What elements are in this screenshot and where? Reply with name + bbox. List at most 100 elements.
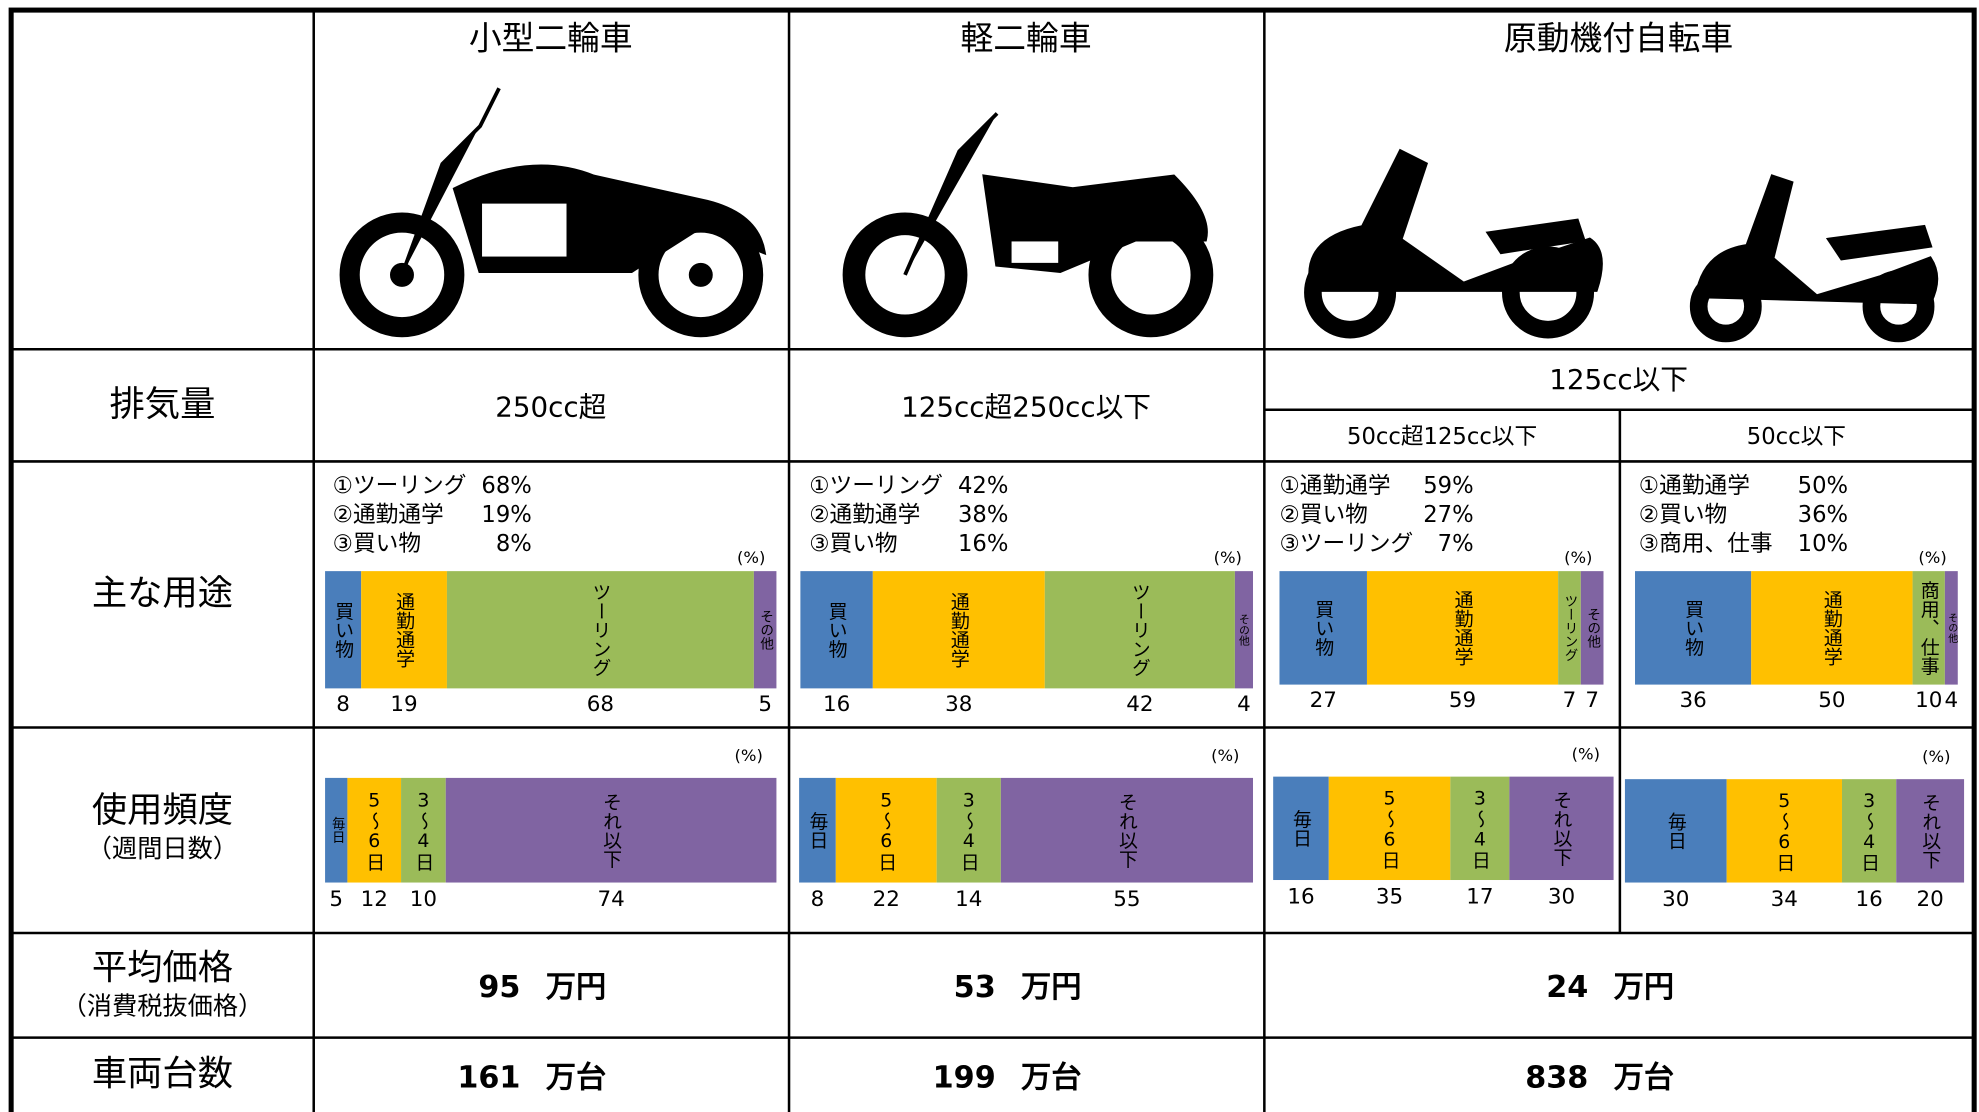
top-use-share: 42%: [958, 473, 1008, 499]
segment-label: 3～4日: [958, 789, 980, 871]
value-label: 10: [410, 887, 437, 912]
top-use-name: ①通勤通学: [1639, 473, 1750, 499]
segment-label: 買い物: [826, 601, 848, 658]
row-label: 平均価格: [92, 948, 233, 989]
scooter-illustration: [1689, 174, 1939, 343]
segment-label: 通勤通学: [1452, 590, 1474, 666]
unit-label: (%): [1918, 548, 1946, 567]
bar-segment: [1896, 779, 1965, 883]
unit-label: (%): [1211, 746, 1239, 765]
bar-segment: [1450, 776, 1510, 881]
value-label: 8: [336, 692, 350, 717]
price-unit: 万円: [1614, 970, 1675, 1005]
motorcycle-illustration: [339, 87, 767, 338]
bar-segment: [1726, 779, 1842, 883]
displacement-subvalue: 50cc以下: [1747, 424, 1846, 450]
displacement-value: 125cc以下: [1549, 363, 1688, 396]
unit-label: (%): [1572, 745, 1600, 764]
top-use-share: 10%: [1798, 531, 1848, 557]
segment-label: 通勤通学: [1821, 590, 1843, 666]
value-label: 10: [1915, 688, 1942, 713]
segment-label: 買い物: [1312, 599, 1334, 656]
top-use-share: 27%: [1423, 502, 1473, 528]
row-label: 排気量: [109, 384, 215, 425]
column-title: 小型二輪車: [469, 19, 633, 57]
displacement-subvalue: 50cc超125cc以下: [1347, 424, 1537, 450]
value-label: 16: [1855, 887, 1882, 912]
value-label: 12: [361, 887, 388, 912]
count-value: 838: [1525, 1061, 1588, 1096]
bar-segment: [1558, 571, 1581, 685]
top-use-name: ③買い物: [809, 531, 897, 557]
value-label: 5: [758, 692, 772, 717]
top-use-share: 68%: [481, 473, 531, 499]
bar-segment: [872, 571, 1045, 689]
scooter-illustration: [1304, 148, 1603, 339]
bar-segment: [1624, 779, 1727, 883]
segment-label: 5～6日: [1773, 790, 1795, 872]
segment-label: 3～4日: [1858, 790, 1880, 872]
value-label: 4: [1944, 688, 1958, 713]
price-unit: 万円: [1021, 970, 1082, 1005]
count-value: 161: [457, 1061, 520, 1096]
table-grid: [8, 7, 1977, 1112]
bar-segment: [325, 777, 348, 883]
segment-label: その他: [1584, 607, 1601, 649]
segment-label: その他: [757, 609, 774, 651]
segment-label: その他: [1946, 613, 1958, 644]
bar-segment: [401, 777, 446, 883]
price-value: 53: [954, 970, 996, 1005]
segment-label: 5～6日: [363, 789, 385, 871]
unit-label: (%): [1564, 548, 1592, 567]
segment-label: それ以下: [1919, 793, 1941, 869]
bar-segment: [1234, 571, 1254, 689]
top-use-name: ③買い物: [333, 531, 421, 557]
value-label: 4: [1237, 692, 1251, 717]
bar-segment: [1273, 776, 1329, 881]
segment-label: その他: [1237, 613, 1250, 646]
bar-segment: [347, 777, 402, 883]
top-use-share: 16%: [958, 531, 1008, 557]
value-label: 27: [1310, 688, 1337, 713]
segment-label: 通勤通学: [948, 592, 970, 668]
value-label: 34: [1771, 887, 1798, 912]
bar-segment: [799, 777, 836, 883]
segment-label: 3～4日: [412, 789, 434, 871]
segment-label: 商用、仕事: [1918, 580, 1940, 675]
value-label: 74: [597, 887, 624, 912]
price-value: 95: [478, 970, 520, 1005]
value-label: 30: [1662, 887, 1689, 912]
value-label: 42: [1126, 692, 1153, 717]
bar-segment: [800, 571, 873, 689]
value-label: 16: [823, 692, 850, 717]
bar-segment: [361, 571, 447, 689]
top-use-name: ①ツーリング: [809, 473, 943, 499]
value-label: 59: [1449, 688, 1476, 713]
count-unit: 万台: [1021, 1061, 1082, 1096]
bar-segment: [1328, 776, 1451, 881]
value-label: 35: [1376, 885, 1403, 910]
unit-label: (%): [735, 746, 763, 765]
count-unit: 万台: [546, 1061, 607, 1096]
top-use-name: ①ツーリング: [333, 473, 467, 499]
bar-segment: [1751, 571, 1913, 685]
column-title: 原動機付自転車: [1504, 19, 1733, 57]
top-use-share: 59%: [1423, 473, 1473, 499]
value-label: 50: [1818, 688, 1845, 713]
motorcycle-illustration: [842, 112, 1214, 338]
row-label: 使用頻度: [92, 790, 233, 831]
value-label: 38: [945, 692, 972, 717]
table-border: [8, 7, 1977, 1112]
segment-label: 買い物: [332, 601, 354, 658]
segment-label: ツーリング: [1561, 594, 1577, 662]
value-label: 55: [1113, 887, 1140, 912]
value-label: 5: [329, 887, 343, 912]
top-use-name: ②買い物: [1279, 502, 1367, 528]
value-label: 7: [1585, 688, 1599, 713]
bar-segment: [753, 571, 777, 689]
value-label: 17: [1466, 885, 1493, 910]
value-label: 19: [390, 692, 417, 717]
top-use-share: 36%: [1798, 502, 1848, 528]
